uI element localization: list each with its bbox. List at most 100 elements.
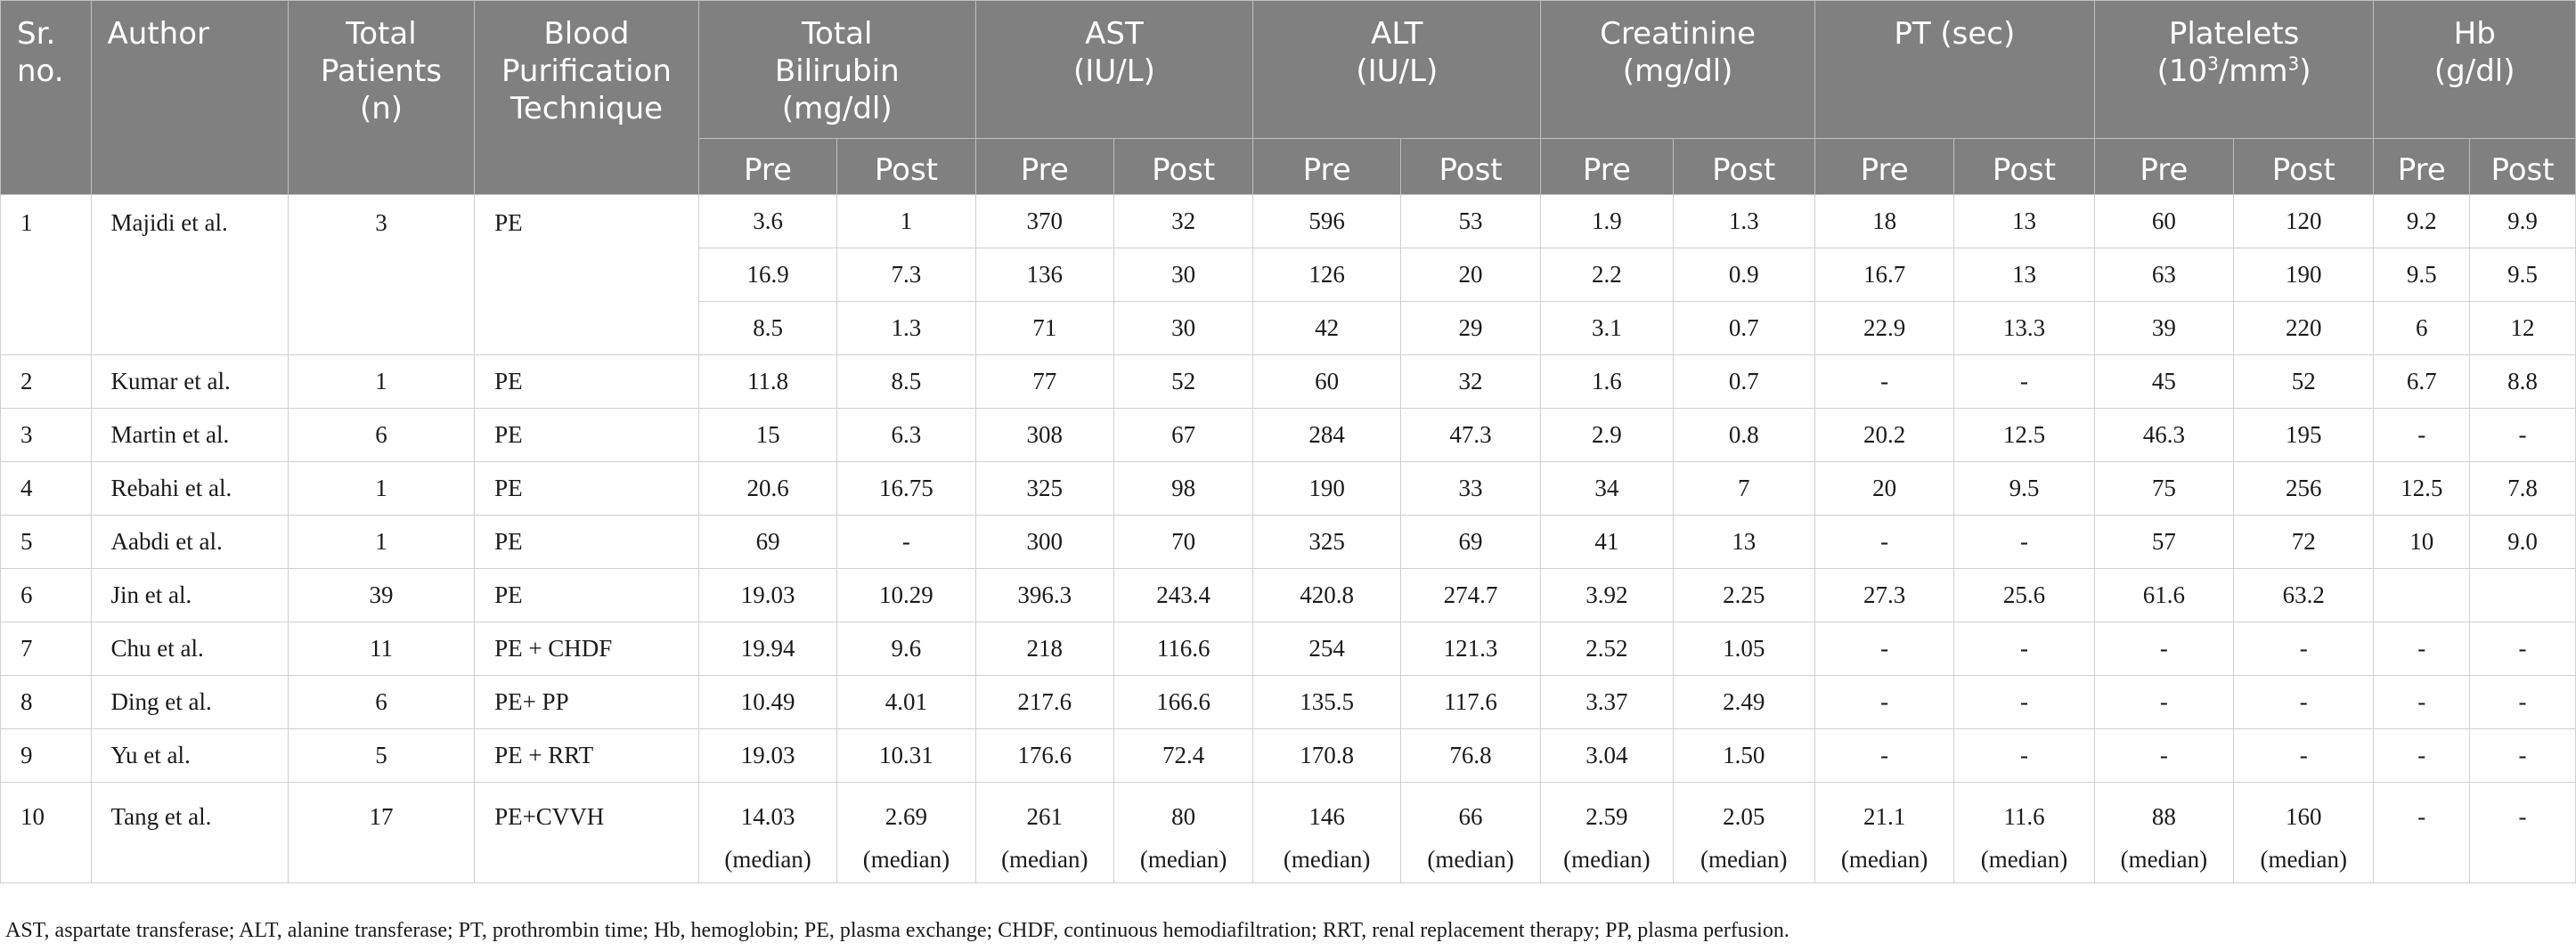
cell-author: Martin et al. [90,408,289,462]
cell-value: 7.8 [2469,461,2576,516]
cell-value: - [2233,675,2375,729]
cell-author: Jin et al. [90,568,289,622]
cell-value: 135.5 [1252,675,1401,729]
cell-value: 72 [2233,515,2375,569]
cell-value [2469,568,2576,622]
cell-value: - [1953,515,2095,569]
cell-value: 3.04 [1540,728,1674,783]
table-row: 8 Ding et al. 6 PE+ PP 10.49 4.01 217.6 … [0,675,2576,729]
cell-value: 0.7 [1672,354,1815,409]
table-row: 9 Yu et al. 5 PE + RRT 19.03 10.31 176.6… [0,728,2576,783]
col-header-hb: Hb (g/dl) [2373,0,2576,139]
cell-value: 21.1 (median) [1814,782,1955,883]
subheader-pre: Pre [974,138,1114,195]
cell-value: - [2373,675,2471,729]
cell-technique: PE+CVVH [474,782,699,883]
cell-value: 2.25 [1672,568,1815,622]
subheader-post: Post [2233,138,2375,195]
cell-value: 13 [1953,194,2095,248]
cell-author: Kumar et al. [90,354,289,409]
cell-value: 13 [1672,515,1815,569]
cell-technique: PE+ PP [474,675,699,729]
cell-value: 217.6 [974,675,1114,729]
cell-technique: PE [474,354,699,409]
cell-value: 1 [836,194,976,248]
cell-value: 1.3 [836,301,976,355]
cell-value: 47.3 [1399,408,1542,462]
cell-value: 325 [974,461,1114,516]
cell-value: 10.49 [697,675,838,729]
cell-value: 9.6 [836,622,976,676]
cell-sr: 6 [0,568,92,622]
cell-value: 16.9 [697,248,838,302]
cell-value: 2.2 [1540,248,1674,302]
cell-patients: 3 [287,194,476,355]
cell-value: 2.9 [1540,408,1674,462]
cell-value: - [1814,675,1955,729]
col-header-bilirubin: Total Bilirubin (mg/dl) [697,0,976,139]
cell-value: 69 [1399,515,1542,569]
cell-value: 16.75 [836,461,976,516]
cell-patients: 11 [287,622,476,676]
cell-value: 61.6 [2093,568,2235,622]
cell-value: 53 [1399,194,1542,248]
subheader-post: Post [1953,138,2095,195]
cell-sr: 3 [0,408,92,462]
table-row: 7 Chu et al. 11 PE + CHDF 19.94 9.6 218 … [0,622,2576,676]
subheader-row: Pre Post Pre Post Pre Post Pre Post Pre … [1,138,2576,195]
cell-technique: PE [474,515,699,569]
cell-author: Chu et al. [90,622,289,676]
cell-value: 12.5 [2373,461,2471,516]
cell-value: 261 (median) [974,782,1114,883]
cell-author: Rebahi et al. [90,461,289,516]
cell-value: 274.7 [1399,568,1542,622]
cell-value: 6 [2373,301,2471,355]
cell-value: 308 [974,408,1114,462]
blood-purification-table: Sr. no. Author Total Patients (n) Blood Puri… [0,0,2576,883]
cell-technique: PE [474,408,699,462]
cell-value: 10.31 [836,728,976,783]
cell-value: 6.3 [836,408,976,462]
cell-value: 66 (median) [1399,782,1542,883]
subheader-pre: Pre [2373,138,2471,195]
cell-value: 396.3 [974,568,1114,622]
cell-value: 34 [1540,461,1674,516]
cell-value: 195 [2233,408,2375,462]
cell-value: - [2469,675,2576,729]
cell-value: 39 [2093,301,2235,355]
cell-value: 14.03 (median) [697,782,838,883]
cell-value: 120 [2233,194,2375,248]
subheader-pre: Pre [1540,138,1674,195]
cell-value: 9.5 [2373,248,2471,302]
cell-value: 76.8 [1399,728,1542,783]
subheader-pre: Pre [1814,138,1955,195]
header-row: Sr. no. Author Total Patients (n) Blood Puri… [0,0,2576,195]
cell-value: - [1814,728,1955,783]
cell-value: 80 (median) [1113,782,1254,883]
cell-value: 9.5 [2469,248,2576,302]
cell-value: - [1814,515,1955,569]
cell-value: 7 [1672,461,1815,516]
cell-patients: 1 [287,354,476,409]
table-row: 10 Tang et al. 17 PE+CVVH 14.03 (median) … [0,782,2576,883]
col-header-pt: PT (sec) [1814,0,2095,139]
cell-value: 20.6 [697,461,838,516]
table-row: 5 Aabdi et al. 1 PE 69 - 300 70 325 69 4… [0,515,2576,569]
cell-value: 116.6 [1113,622,1254,676]
cell-sr: 9 [0,728,92,783]
cell-technique: PE [474,461,699,516]
cell-value: - [2093,675,2235,729]
cell-value: 121.3 [1399,622,1542,676]
cell-value: 596 [1252,194,1401,248]
cell-value: 2.05 (median) [1672,782,1815,883]
cell-value: 72.4 [1113,728,1254,783]
cell-value: 25.6 [1953,568,2095,622]
cell-value: 1.3 [1672,194,1815,248]
cell-value: 2.59 (median) [1540,782,1674,883]
cell-value: 77 [974,354,1114,409]
cell-value: 67 [1113,408,1254,462]
subheader-post: Post [2469,138,2576,195]
cell-value: 16.7 [1814,248,1955,302]
cell-value: 11.8 [697,354,838,409]
cell-value: 19.03 [697,568,838,622]
